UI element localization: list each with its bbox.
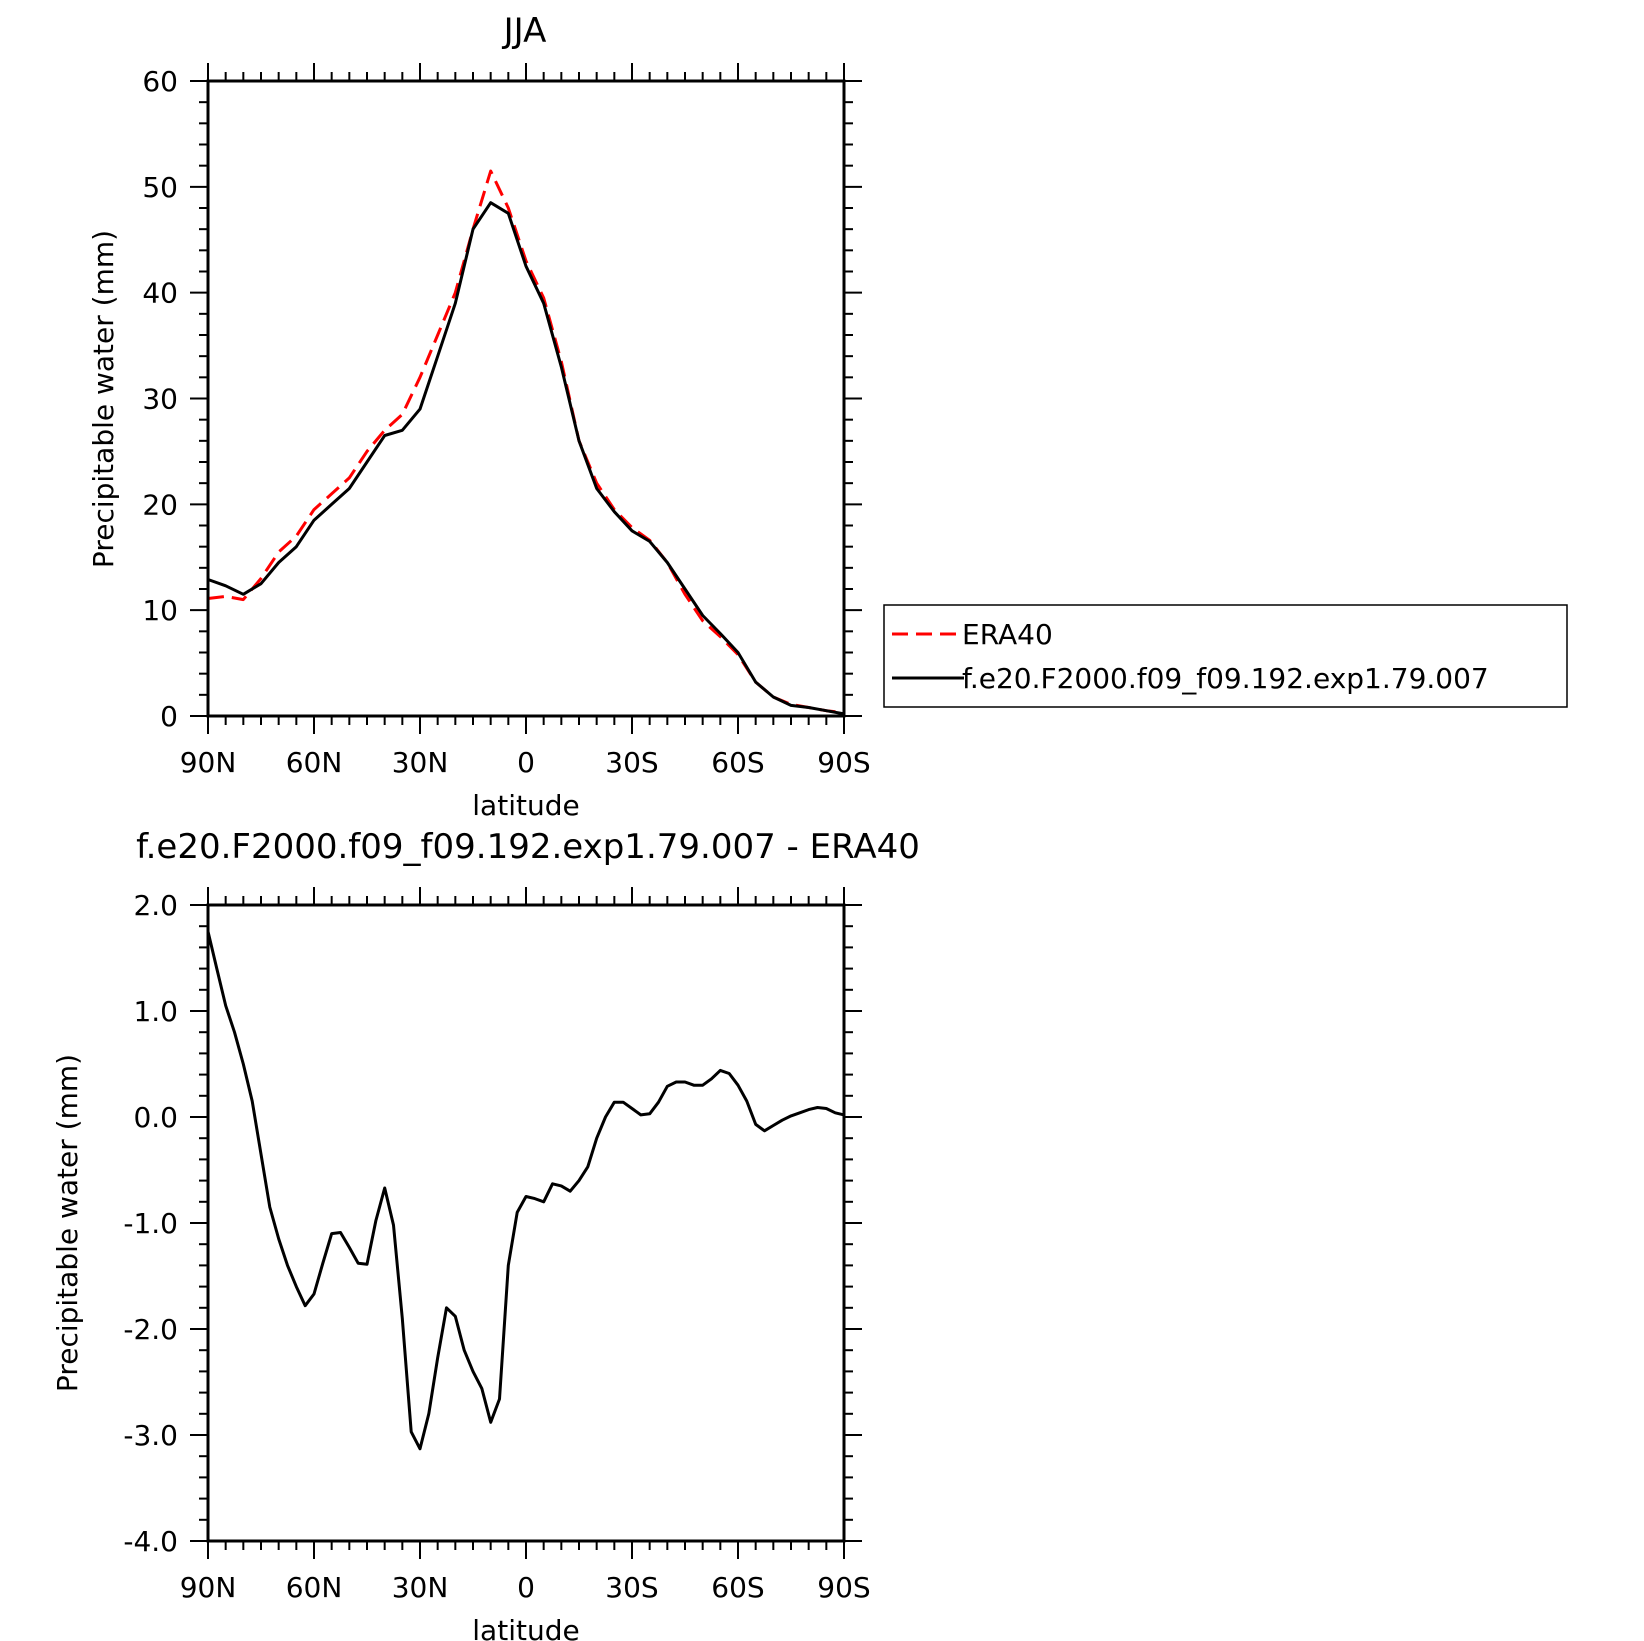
panel-top-x-tick-label: 90N [180, 746, 237, 779]
panel-bottom-y-tick-label: 2.0 [133, 889, 178, 922]
panel-top-x-tick-label: 60S [711, 746, 764, 779]
panel-top-x-tick-label: 60N [286, 746, 343, 779]
panel-bottom-series-line-0 [206, 931, 845, 1451]
panel-top-y-tick-label: 0 [160, 700, 178, 733]
legend: ERA40 f.e20.F2000.f09_f09.192.exp1.79.00… [883, 604, 1568, 708]
panel-top-x-tick-label: 90S [817, 746, 870, 779]
panel-bottom-x-tick-label: 30S [605, 1571, 658, 1604]
panel-bottom-x-axis-label: latitude [472, 1614, 579, 1641]
panel-bottom-x-tick-label: 60S [711, 1571, 764, 1604]
panel-bottom-series [206, 931, 845, 1451]
panel-bottom-x-tick-labels: 90N 60N 30N 0 30S 60S 90S [180, 1571, 871, 1604]
panel-top-y-tick-label: 10 [142, 594, 178, 627]
panel-bottom-x-tick-label: 90N [180, 1571, 237, 1604]
panel-bottom-y-axis-label: Precipitable water (mm) [51, 1054, 84, 1392]
panel-bottom-y-tick-labels: -4.0 -3.0 -2.0 -1.0 0.0 1.0 2.0 [123, 889, 178, 1558]
panel-top-series-line-0 [207, 169, 845, 715]
panel-bottom-y-tick-label: -4.0 [123, 1525, 178, 1558]
panel-top-x-tick-labels: 90N 60N 30N 0 30S 60S 90S [180, 746, 871, 779]
panel-bottom-y-tick-label: -3.0 [123, 1419, 178, 1452]
panel-top-minor-ticks [190, 63, 862, 734]
panel-top-y-tick-label: 60 [142, 65, 178, 98]
panel-bottom-y-tick-label: -1.0 [123, 1207, 178, 1240]
panel-top-y-axis-label: Precipitable water (mm) [87, 230, 120, 568]
legend-label-model: f.e20.F2000.f09_f09.192.exp1.79.007 [962, 662, 1489, 695]
panel-bottom-x-tick-label: 90S [817, 1571, 870, 1604]
panel-top-x-axis-label: latitude [472, 789, 579, 822]
panel-top-series [207, 169, 845, 716]
panel-bottom-y-tick-label: -2.0 [123, 1313, 178, 1346]
panel-top-y-tick-label: 30 [142, 383, 178, 416]
panel-top-x-tick-label: 30N [392, 746, 449, 779]
panel-bottom-y-tick-label: 1.0 [133, 995, 178, 1028]
panel-bottom-x-tick-label: 30N [392, 1571, 449, 1604]
panel-bottom-minor-ticks [190, 887, 862, 1559]
panel-bottom-y-tick-label: 0.0 [133, 1101, 178, 1134]
panel-top-y-tick-label: 40 [142, 277, 178, 310]
legend-box [883, 604, 1568, 708]
panel-top-x-tick-label: 30S [605, 746, 658, 779]
panel-bottom-title: f.e20.F2000.f09_f09.192.exp1.79.007 - ER… [136, 827, 920, 867]
legend-label-era40: ERA40 [962, 618, 1053, 651]
panel-top-y-tick-label: 20 [142, 488, 178, 521]
panel-top-frame [206, 79, 846, 718]
panel-bottom: f.e20.F2000.f09_f09.192.exp1.79.007 - ER… [51, 827, 920, 1641]
panel-top-y-tick-labels: 0 10 20 30 40 50 60 [142, 65, 178, 733]
panel-bottom-x-tick-label: 60N [286, 1571, 343, 1604]
panel-bottom-frame [206, 903, 846, 1543]
panel-bottom-x-tick-label: 0 [517, 1571, 535, 1604]
panel-top-series-line-1 [207, 201, 845, 716]
panel-top-x-tick-label: 0 [517, 746, 535, 779]
panel-top: JJA 0 10 20 30 40 50 60 90N 60N 30N 0 30S 60S 90S la… [87, 11, 1568, 822]
panel-top-title: JJA [502, 11, 547, 51]
panel-top-y-tick-label: 50 [142, 171, 178, 204]
